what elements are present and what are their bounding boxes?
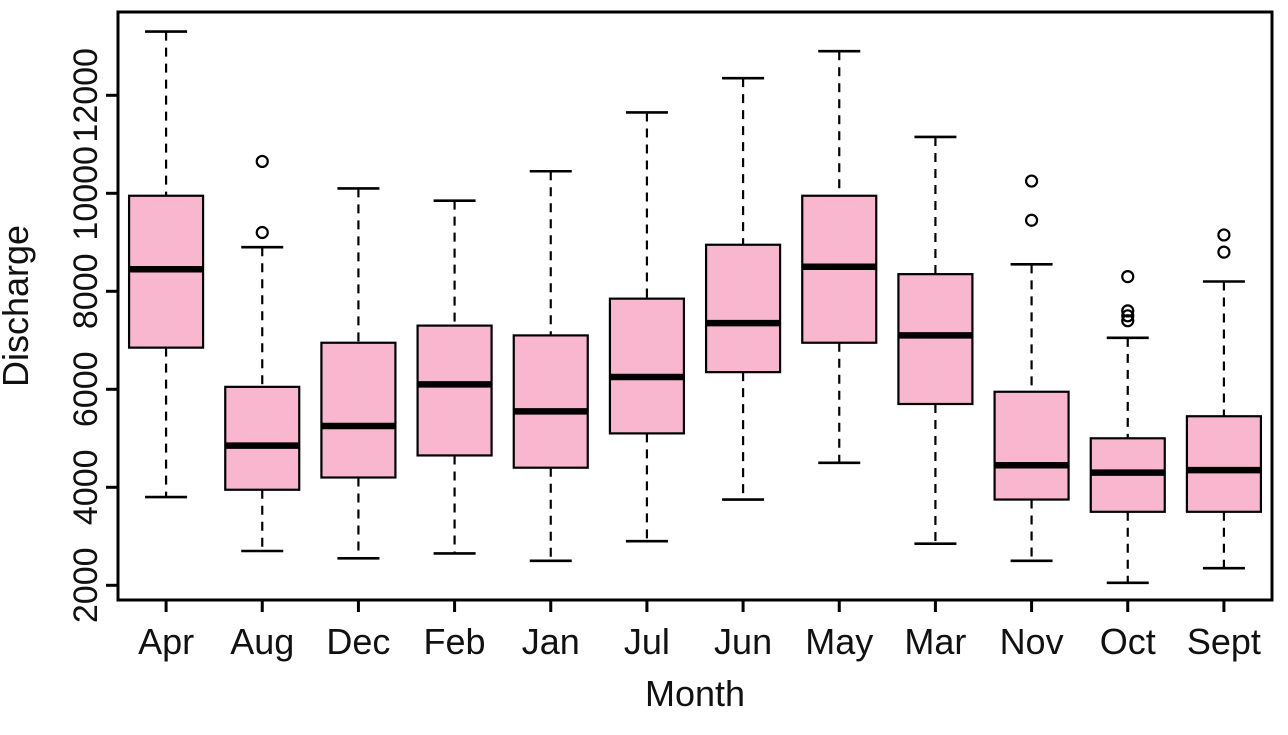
y-axis-label: Discharge bbox=[0, 225, 36, 387]
outlier-point bbox=[1121, 309, 1135, 323]
outlier-point bbox=[1121, 304, 1135, 318]
x-tick-label: Nov bbox=[1000, 621, 1064, 662]
x-tick-label: Aug bbox=[230, 621, 294, 662]
x-axis-label: Month bbox=[645, 673, 745, 714]
outlier-point bbox=[1024, 213, 1039, 227]
outlier-point bbox=[255, 154, 269, 169]
y-tick-label: 4000 bbox=[67, 449, 105, 525]
x-tick-label: Dec bbox=[326, 621, 390, 662]
iqr-box bbox=[512, 334, 589, 469]
iqr-box bbox=[993, 390, 1070, 501]
iqr-box bbox=[320, 341, 397, 479]
iqr-box bbox=[608, 297, 686, 435]
outlier-point bbox=[1024, 174, 1039, 188]
x-tick-label: Oct bbox=[1100, 621, 1156, 662]
outlier-point bbox=[1217, 228, 1231, 242]
outlier-point bbox=[1121, 314, 1135, 328]
plot-frame bbox=[116, 10, 1274, 602]
y-tick-label: 8000 bbox=[67, 253, 105, 329]
iqr-box bbox=[1185, 415, 1263, 513]
x-tick-label: Jun bbox=[714, 621, 772, 662]
x-tick-label: May bbox=[805, 621, 873, 662]
iqr-box bbox=[416, 324, 493, 457]
x-tick-label: Feb bbox=[424, 621, 486, 662]
outlier-point bbox=[255, 225, 269, 240]
outlier-point bbox=[1121, 270, 1135, 284]
y-tick-label: 10000 bbox=[67, 146, 105, 241]
y-tick-label: 6000 bbox=[67, 351, 105, 427]
outlier-point bbox=[1217, 245, 1231, 259]
iqr-box bbox=[897, 273, 974, 406]
x-tick-label: Sept bbox=[1187, 621, 1261, 662]
x-tick-label: Jan bbox=[522, 621, 580, 662]
iqr-box bbox=[704, 243, 782, 374]
x-tick-label: Mar bbox=[904, 621, 966, 662]
x-tick-label: Jul bbox=[624, 621, 670, 662]
y-tick-label: 2000 bbox=[67, 547, 105, 623]
iqr-box bbox=[224, 385, 301, 491]
y-tick-label: 12000 bbox=[67, 48, 105, 143]
x-tick-label: Apr bbox=[138, 621, 194, 662]
